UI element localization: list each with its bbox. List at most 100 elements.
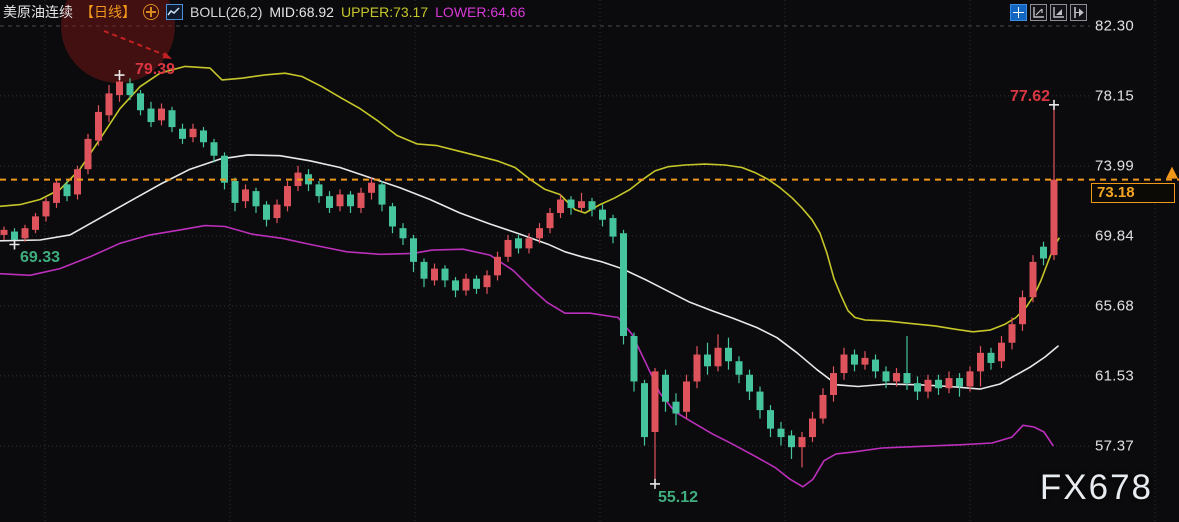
bollinger-lower-line	[0, 224, 1054, 488]
current-price-line	[0, 166, 1179, 181]
candle-body	[872, 359, 879, 372]
candle-body	[578, 201, 585, 208]
candle-body	[704, 354, 711, 367]
candle-body	[53, 182, 60, 203]
candle-body	[662, 374, 669, 402]
candle-body	[158, 108, 165, 121]
candle-body	[830, 373, 837, 395]
candle-body	[987, 352, 995, 363]
candle-body	[95, 111, 102, 141]
candle-body	[273, 204, 281, 219]
trend-arrow	[103, 30, 172, 59]
candle-body	[851, 354, 858, 365]
boll-upper-value: UPPER:73.17	[340, 4, 429, 20]
candle-body	[11, 231, 18, 240]
candle-body	[0, 229, 8, 235]
candle-body	[168, 110, 176, 128]
candle-body	[630, 335, 638, 382]
candle-body	[693, 354, 701, 382]
candle-body	[63, 184, 71, 197]
boll-mid-value: MID:68.92	[269, 4, 334, 20]
candle-body	[42, 201, 50, 217]
axis-price-label: 82.30	[1095, 17, 1135, 35]
cross-marker	[114, 70, 125, 81]
candle-body	[1019, 297, 1026, 325]
candle-body	[515, 238, 522, 249]
candle-body	[567, 199, 575, 208]
axis-price-label: 57.37	[1095, 437, 1135, 455]
candle-body	[546, 213, 554, 229]
axis-price-label: 73.99	[1095, 157, 1135, 175]
annotation-labels: 79.39 77.62 69.33 55.12	[20, 61, 1050, 506]
candle-body	[1029, 261, 1037, 298]
candle-body	[399, 228, 407, 239]
candle-body	[431, 268, 438, 281]
axis-measure-icon[interactable]	[1050, 4, 1067, 21]
line-chart-icon[interactable]	[166, 4, 183, 20]
cross-marker	[1049, 99, 1059, 110]
candle-body	[462, 278, 470, 291]
current-price-value: 73.18	[1097, 183, 1135, 201]
candle-body	[809, 418, 816, 438]
candle-body	[179, 128, 186, 139]
candle-body	[945, 378, 953, 389]
candle-body	[315, 184, 323, 197]
period-label[interactable]: 【日线】	[80, 4, 136, 20]
instrument-title: 美原油连续	[3, 4, 73, 20]
candle-body	[242, 189, 249, 202]
candle-body	[483, 275, 491, 288]
candle-body	[788, 435, 795, 448]
axis-shift-icon[interactable]	[1070, 4, 1087, 21]
candle-body	[441, 268, 449, 281]
candle-body	[735, 361, 743, 375]
candle-body	[819, 394, 827, 419]
candle-body	[683, 381, 690, 412]
price-annotation: 77.62	[1010, 88, 1050, 105]
candle-body	[620, 233, 627, 336]
crosshair-icon[interactable]	[1010, 4, 1027, 21]
candle-body	[84, 138, 92, 170]
candle-body	[935, 379, 942, 389]
candle-body	[599, 209, 606, 220]
candle-body	[410, 238, 417, 262]
candle-body	[504, 239, 512, 257]
candle-body	[609, 218, 617, 237]
chart-toolbar	[1010, 4, 1087, 21]
candle-body	[368, 182, 375, 193]
candle-body	[714, 347, 722, 367]
price-annotation: 79.39	[135, 61, 175, 78]
bollinger-upper-line	[0, 65, 1060, 333]
candle-body	[32, 216, 39, 230]
candle-body	[536, 228, 543, 239]
axis-price-label: 61.53	[1095, 367, 1135, 385]
chart-header: 美原油连续 【日线】 BOLL(26,2) MID:68.92 UPPER:73…	[3, 3, 525, 21]
candle-body	[893, 373, 900, 382]
candle-body	[924, 379, 932, 392]
candles-layer	[0, 75, 1058, 484]
axis-price-label: 69.84	[1095, 227, 1135, 245]
price-marker-arrow	[1166, 166, 1178, 179]
candle-body	[21, 228, 29, 239]
candle-body	[210, 142, 218, 156]
add-indicator-icon[interactable]	[143, 4, 159, 20]
candle-body	[74, 169, 81, 195]
indicator-name[interactable]: BOLL(26,2)	[190, 4, 263, 20]
candle-body	[494, 256, 501, 276]
candle-body	[914, 383, 921, 392]
candle-body	[966, 371, 974, 387]
candle-body	[147, 108, 155, 123]
candle-body	[126, 83, 134, 96]
axis-scale-icon[interactable]	[1030, 4, 1047, 21]
candle-body	[641, 383, 648, 438]
candle-body	[1008, 324, 1016, 343]
candle-body	[231, 180, 239, 203]
candle-body	[284, 186, 291, 207]
candle-body	[1050, 179, 1058, 256]
candle-body	[651, 371, 659, 433]
candle-body	[221, 155, 228, 183]
candle-body	[998, 342, 1005, 362]
candle-body	[840, 354, 848, 374]
candle-body	[525, 238, 533, 249]
extreme-markers	[9, 70, 1059, 489]
